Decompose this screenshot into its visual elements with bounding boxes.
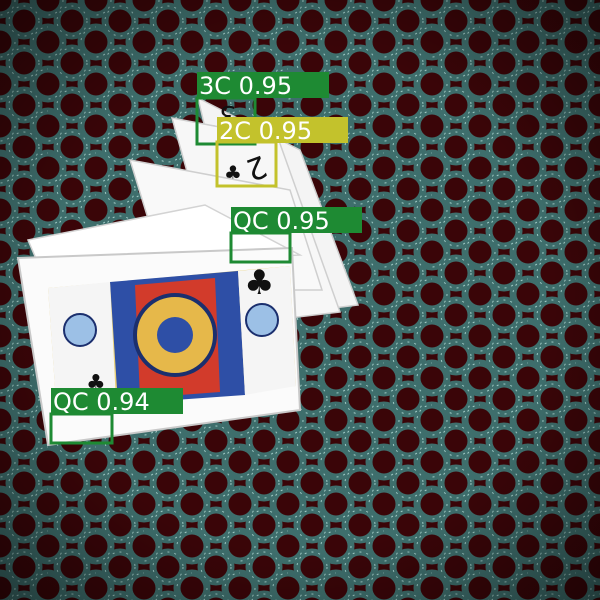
svg-text:♣: ♣: [244, 263, 274, 303]
detection-label-qc-bottom: QC 0.94: [53, 388, 150, 416]
detection-label-qc-top: QC 0.95: [233, 207, 330, 235]
detection-label-2c: 2C 0.95: [219, 117, 312, 145]
detection-label-3c: 3C 0.95: [199, 72, 292, 100]
